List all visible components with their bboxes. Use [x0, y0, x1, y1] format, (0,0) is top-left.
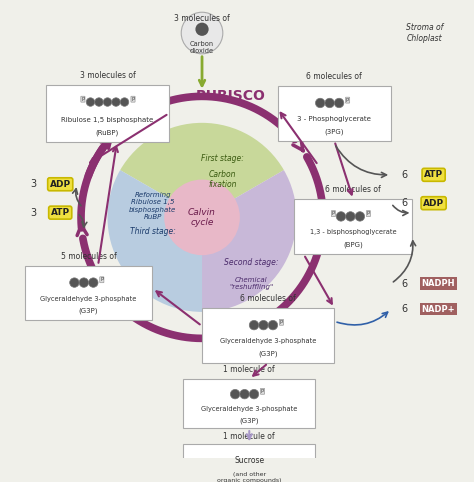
- Text: P: P: [280, 320, 283, 325]
- Circle shape: [120, 98, 129, 107]
- Text: Ribulose 1,5 bisphosphate: Ribulose 1,5 bisphosphate: [61, 117, 154, 123]
- Text: P: P: [261, 389, 264, 394]
- Text: 1 molecule of: 1 molecule of: [223, 432, 275, 441]
- Bar: [183, 379, 316, 428]
- Text: NADPH: NADPH: [421, 279, 455, 288]
- Text: 3: 3: [31, 208, 37, 218]
- Text: NADP+: NADP+: [421, 305, 455, 314]
- Text: Second stage:: Second stage:: [224, 258, 278, 267]
- Text: First stage:: First stage:: [201, 154, 244, 163]
- Circle shape: [334, 98, 344, 107]
- Bar: [294, 200, 412, 254]
- Text: 3: 3: [31, 179, 37, 189]
- Text: 6: 6: [401, 304, 407, 314]
- Circle shape: [355, 212, 365, 221]
- Text: (BPG): (BPG): [343, 241, 363, 248]
- Text: P: P: [81, 97, 84, 102]
- Text: Third stage:: Third stage:: [130, 227, 176, 236]
- Text: P: P: [100, 277, 103, 282]
- Text: P: P: [332, 211, 335, 216]
- Wedge shape: [202, 170, 297, 312]
- Text: 6: 6: [401, 170, 407, 180]
- Text: Glyceraldehyde 3-phosphate: Glyceraldehyde 3-phosphate: [220, 338, 316, 344]
- Text: 6 molecules of: 6 molecules of: [325, 186, 381, 194]
- Text: Carbon
dioxide: Carbon dioxide: [190, 40, 214, 54]
- Text: 6: 6: [401, 198, 407, 208]
- Text: ATP: ATP: [51, 208, 70, 217]
- Circle shape: [268, 321, 278, 330]
- Text: 6 molecules of: 6 molecules of: [240, 294, 296, 303]
- Circle shape: [230, 389, 240, 399]
- Text: Stroma of
Chloplast: Stroma of Chloplast: [406, 23, 443, 43]
- Text: 3 molecules of: 3 molecules of: [174, 14, 230, 23]
- Text: (G3P): (G3P): [239, 417, 259, 424]
- Text: Calvin
cycle: Calvin cycle: [188, 208, 216, 227]
- Circle shape: [195, 23, 209, 36]
- Circle shape: [79, 278, 89, 287]
- Text: RUBISCO: RUBISCO: [195, 89, 265, 103]
- Bar: [183, 444, 316, 482]
- Text: (G3P): (G3P): [258, 350, 278, 357]
- Text: Carbon
fixation: Carbon fixation: [209, 170, 237, 189]
- Text: 1,3 - bisphosphoglycerate: 1,3 - bisphosphoglycerate: [310, 229, 397, 236]
- Circle shape: [316, 98, 325, 107]
- Circle shape: [89, 278, 98, 287]
- Circle shape: [164, 180, 240, 255]
- Circle shape: [325, 98, 334, 107]
- Bar: [46, 85, 169, 142]
- Text: Reforming
Ribulose 1,5
bisphosphate
RuBP: Reforming Ribulose 1,5 bisphosphate RuBP: [129, 192, 176, 220]
- Circle shape: [95, 98, 103, 107]
- Circle shape: [346, 212, 355, 221]
- Text: 3 - Phosphoglycerate: 3 - Phosphoglycerate: [297, 116, 371, 122]
- Text: 5 molecules of: 5 molecules of: [61, 252, 117, 261]
- Circle shape: [86, 98, 95, 107]
- Wedge shape: [120, 123, 284, 217]
- Text: 6 molecules of: 6 molecules of: [307, 72, 362, 81]
- Text: Chemical
"reshuffling": Chemical "reshuffling": [229, 277, 273, 290]
- Text: (and other
organic compounds): (and other organic compounds): [217, 472, 282, 482]
- Bar: [25, 266, 153, 321]
- Circle shape: [336, 212, 346, 221]
- Text: Glyceraldehyde 3-phosphate: Glyceraldehyde 3-phosphate: [40, 295, 137, 302]
- Text: 1 molecule of: 1 molecule of: [223, 365, 275, 374]
- Text: P: P: [367, 211, 370, 216]
- Circle shape: [103, 98, 112, 107]
- Text: P: P: [131, 97, 135, 102]
- Circle shape: [249, 389, 259, 399]
- Text: (G3P): (G3P): [79, 308, 98, 314]
- Text: ATP: ATP: [424, 170, 443, 179]
- Text: (3PG): (3PG): [325, 128, 344, 134]
- Bar: [278, 86, 391, 141]
- Text: Glyceraldehyde 3-phosphate: Glyceraldehyde 3-phosphate: [201, 406, 298, 412]
- Bar: [202, 308, 334, 363]
- Circle shape: [112, 98, 120, 107]
- Text: P: P: [346, 98, 349, 103]
- Text: 6: 6: [401, 279, 407, 289]
- Text: ADP: ADP: [423, 199, 444, 208]
- Circle shape: [181, 12, 223, 54]
- Circle shape: [249, 321, 259, 330]
- Text: ADP: ADP: [50, 180, 71, 189]
- Circle shape: [259, 321, 268, 330]
- Circle shape: [240, 389, 249, 399]
- Wedge shape: [108, 170, 202, 312]
- Circle shape: [70, 278, 79, 287]
- Text: (RuBP): (RuBP): [96, 129, 119, 135]
- Text: Sucrose: Sucrose: [234, 456, 264, 465]
- Text: 3 molecules of: 3 molecules of: [80, 71, 136, 80]
